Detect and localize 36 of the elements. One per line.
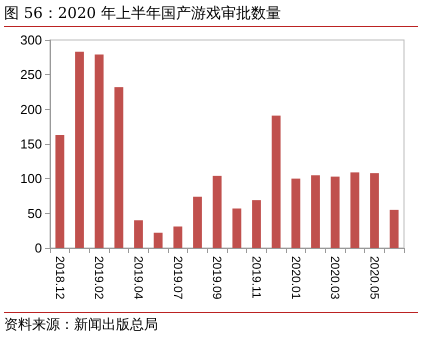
y-tick-label: 250 <box>20 67 42 82</box>
bar <box>232 208 242 248</box>
bar <box>154 232 163 248</box>
bar <box>114 87 124 248</box>
x-tick-label: 2020.05 <box>368 256 382 300</box>
chart-title: 图 56：2020 年上半年国产游戏审批数量 <box>4 4 418 27</box>
y-tick-label: 0 <box>34 240 42 256</box>
bar <box>252 200 261 248</box>
x-tick-label: 2019.09 <box>210 256 224 300</box>
y-tick-label: 100 <box>20 171 42 186</box>
bar <box>134 220 143 248</box>
bar <box>272 116 281 248</box>
y-tick-label: 50 <box>28 206 42 221</box>
bar <box>94 54 104 248</box>
x-tick-label: 2019.04 <box>132 256 146 300</box>
bar <box>291 178 300 248</box>
bar <box>390 210 399 248</box>
bar <box>311 175 320 248</box>
x-tick-label: 2020.03 <box>328 256 342 300</box>
bar <box>55 134 64 248</box>
bar <box>330 176 340 248</box>
y-tick-label: 200 <box>20 102 42 117</box>
bar <box>350 172 360 248</box>
bar <box>173 226 182 248</box>
y-tick-label: 150 <box>20 136 42 152</box>
x-tick-label: 2019.02 <box>92 256 106 300</box>
bar <box>75 52 84 248</box>
bar <box>193 196 202 248</box>
bar <box>370 173 379 248</box>
y-tick-label: 300 <box>20 32 42 48</box>
x-tick-label: 2019.11 <box>250 256 264 299</box>
x-tick-label: 2019.07 <box>170 256 185 300</box>
text: 资料来源：新闻出版总局 <box>4 312 418 334</box>
bar <box>212 176 222 248</box>
x-tick-label: 2020.01 <box>288 256 303 300</box>
x-tick-label: 2018.12 <box>52 256 67 300</box>
